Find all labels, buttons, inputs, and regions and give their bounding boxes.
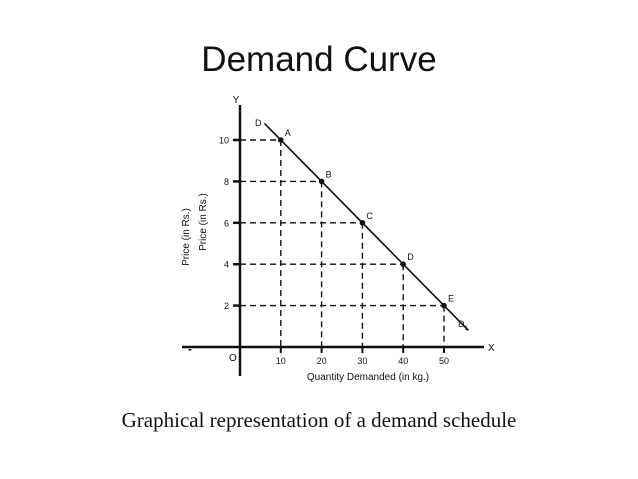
x-axis-label: Quantity Demanded (in kg.) <box>307 372 429 383</box>
curve-end-letter: D <box>458 319 465 329</box>
y-axis-label-duplicate: Price (in Rs.) <box>198 193 209 251</box>
y-tick-label: 4 <box>224 260 229 270</box>
data-point <box>441 302 447 309</box>
slide-title: Demand Curve <box>201 40 437 79</box>
point-label: A <box>285 128 291 138</box>
stray-mark: - <box>188 342 192 356</box>
slide-caption: Graphical representation of a demand sch… <box>121 408 517 432</box>
origin-label: O <box>229 353 237 364</box>
y-axis-letter: Y <box>233 95 240 106</box>
y-tick-label: 6 <box>224 218 229 228</box>
point-label: C <box>366 211 373 221</box>
point-label: B <box>326 169 332 179</box>
x-axis-letter: X <box>488 343 495 354</box>
data-point <box>318 178 325 185</box>
x-tick-label: 30 <box>357 356 367 366</box>
x-tick-label: 40 <box>398 356 408 366</box>
y-tick-label: 8 <box>224 177 229 187</box>
data-points: A B C D E <box>278 128 454 309</box>
guide-lines <box>240 139 445 347</box>
data-point <box>359 220 366 226</box>
curve-start-label: D <box>255 118 262 128</box>
data-point <box>278 137 284 143</box>
point-label: D <box>407 252 414 262</box>
data-point <box>400 261 407 268</box>
demand-line <box>263 122 470 332</box>
curve-end-label: D1 <box>458 319 469 332</box>
x-tick-label: 20 <box>317 356 327 366</box>
x-tick-label: 10 <box>276 356 286 366</box>
curve-end-subscript: 1 <box>465 326 469 332</box>
point-label: E <box>448 294 454 304</box>
x-tick-label: 50 <box>439 356 449 366</box>
axes <box>182 105 484 376</box>
axis-ticks: 2 4 6 8 10 10 20 30 40 50 <box>219 136 449 367</box>
y-tick-label: 10 <box>219 136 229 146</box>
y-tick-label: 2 <box>224 301 229 311</box>
demand-curve <box>263 122 470 332</box>
y-axis-label: Price (in Rs.) <box>181 208 192 266</box>
